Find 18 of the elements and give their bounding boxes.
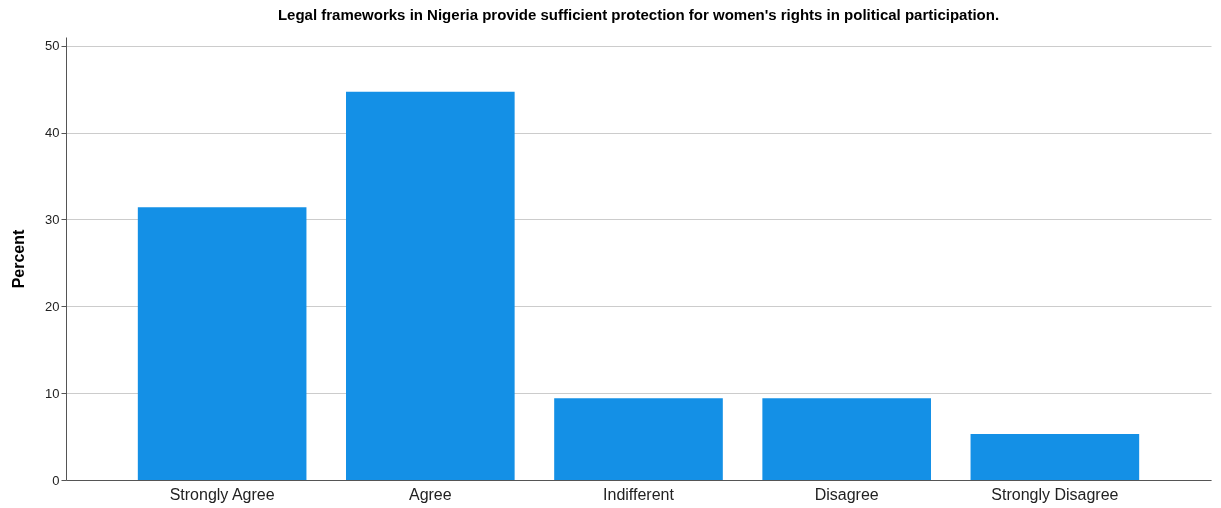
x-tick-label: Strongly Agree (169, 485, 275, 503)
y-tick-label: 50 (45, 38, 60, 54)
chart-title: Legal frameworks in Nigeria provide sufficient protection for women's rights in political participation. (277, 6, 1000, 23)
bar (346, 91, 515, 480)
y-tick-label: 20 (45, 298, 60, 314)
bar (554, 398, 723, 480)
y-tick-label: 0 (52, 472, 60, 488)
x-tick-label: Indifferent (603, 485, 675, 503)
y-axis-title: Percent (10, 228, 28, 289)
bar (762, 398, 931, 480)
y-tick-label: 40 (45, 125, 60, 141)
y-tick-label: 10 (45, 385, 60, 401)
x-tick-label: Agree (408, 485, 452, 503)
y-tick-label: 30 (45, 211, 60, 227)
bar (970, 433, 1140, 480)
x-tick-label: Strongly Disagree (991, 485, 1119, 503)
bar (137, 207, 307, 480)
x-tick-label: Disagree (814, 485, 879, 503)
